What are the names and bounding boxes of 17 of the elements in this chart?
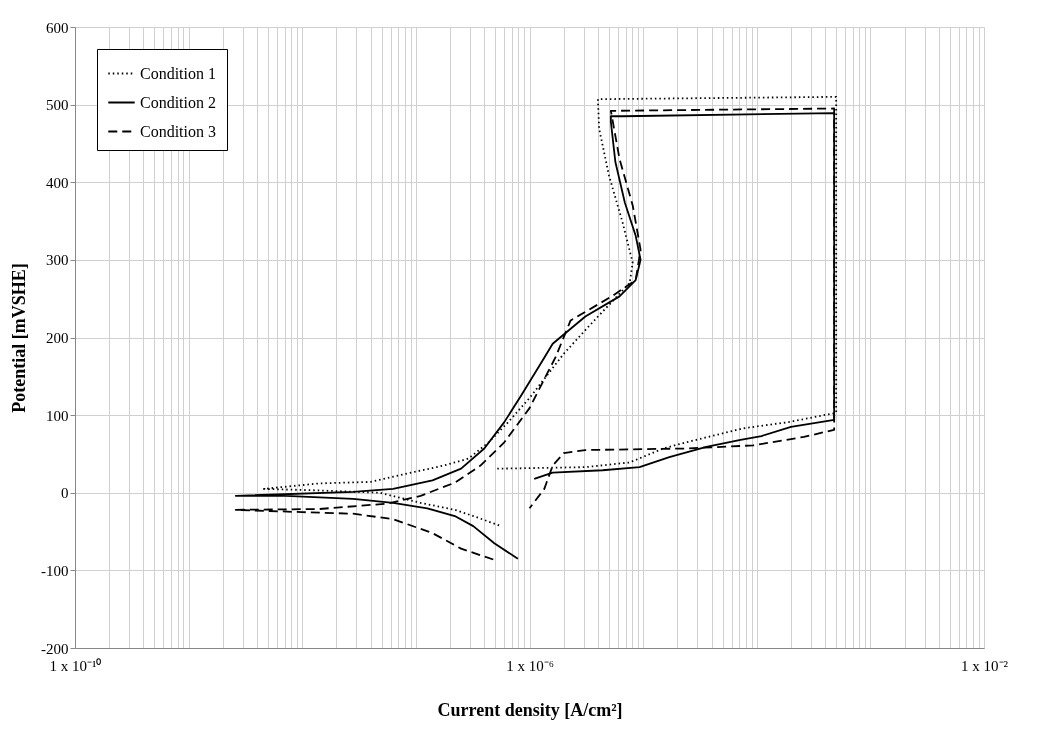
y-tick-label: 400 [46, 174, 69, 191]
x-tick-label: 1 x 10⁻⁶ [506, 657, 554, 674]
x-axis-title: Current density [A/cm²] [437, 699, 623, 720]
y-tick-label: 100 [46, 407, 69, 424]
y-tick-label: 200 [46, 330, 69, 346]
y-tick-label: -100 [41, 562, 69, 579]
y-tick-label: 600 [46, 19, 69, 36]
y-tick-label: 0 [61, 485, 69, 502]
y-tick-label: 300 [46, 252, 69, 269]
y-axis-title: Potential [mVSHE] [9, 263, 29, 413]
y-tick-label: 500 [46, 97, 69, 114]
x-tick-label: 1 x 10⁻¹⁰ [49, 657, 102, 674]
legend-label: Condition 3 [140, 122, 217, 140]
x-tick-label: 1 x 10⁻² [961, 657, 1009, 674]
y-tick-label: -200 [41, 640, 69, 657]
legend-label: Condition 1 [140, 64, 217, 82]
legend-label: Condition 2 [140, 93, 217, 111]
